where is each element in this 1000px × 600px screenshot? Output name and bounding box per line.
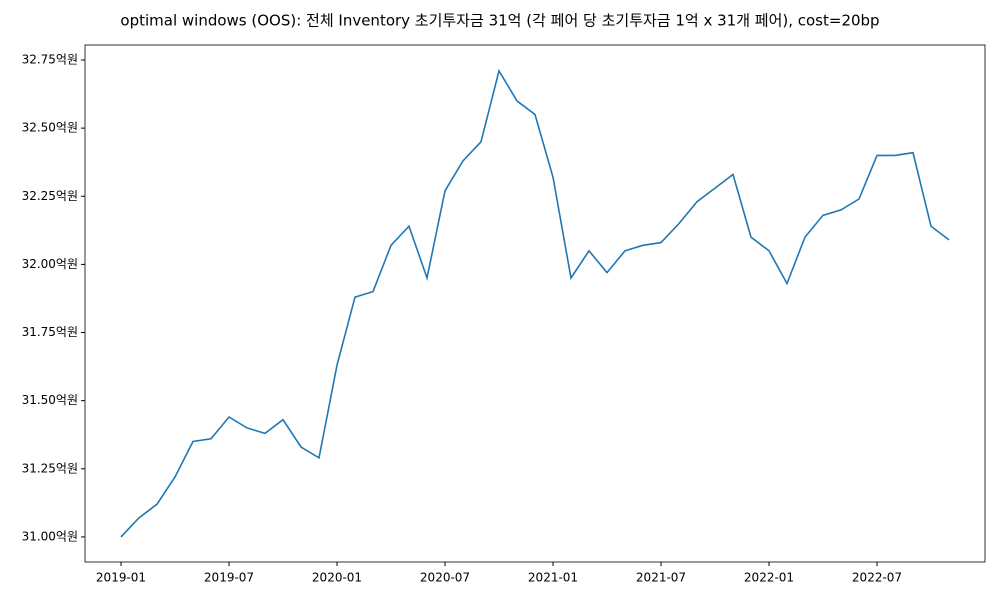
y-tick-label: 32.50억원 (22, 121, 78, 135)
y-tick-label: 32.00억원 (22, 257, 78, 271)
y-tick-label: 31.75억원 (22, 325, 78, 339)
y-tick-label: 32.75억원 (22, 52, 78, 66)
x-tick-label: 2021-07 (636, 571, 686, 585)
y-tick-label: 31.25억원 (22, 461, 78, 475)
x-tick-label: 2020-07 (420, 571, 470, 585)
data-line (120, 68, 950, 538)
x-tick-label: 2021-01 (528, 571, 578, 585)
plot-frame (84, 44, 986, 563)
y-tick-label: 31.50억원 (22, 393, 78, 407)
x-tick-label: 2020-01 (312, 571, 362, 585)
x-tick-label: 2019-01 (96, 571, 146, 585)
x-tick-label: 2019-07 (204, 571, 254, 585)
chart-title: optimal windows (OOS): 전체 Inventory 초기투자… (120, 12, 879, 30)
y-tick-label: 32.25억원 (22, 189, 78, 203)
y-tick-label: 31.00억원 (22, 529, 78, 543)
x-tick-label: 2022-01 (744, 571, 794, 585)
x-tick-label: 2022-07 (852, 571, 902, 585)
